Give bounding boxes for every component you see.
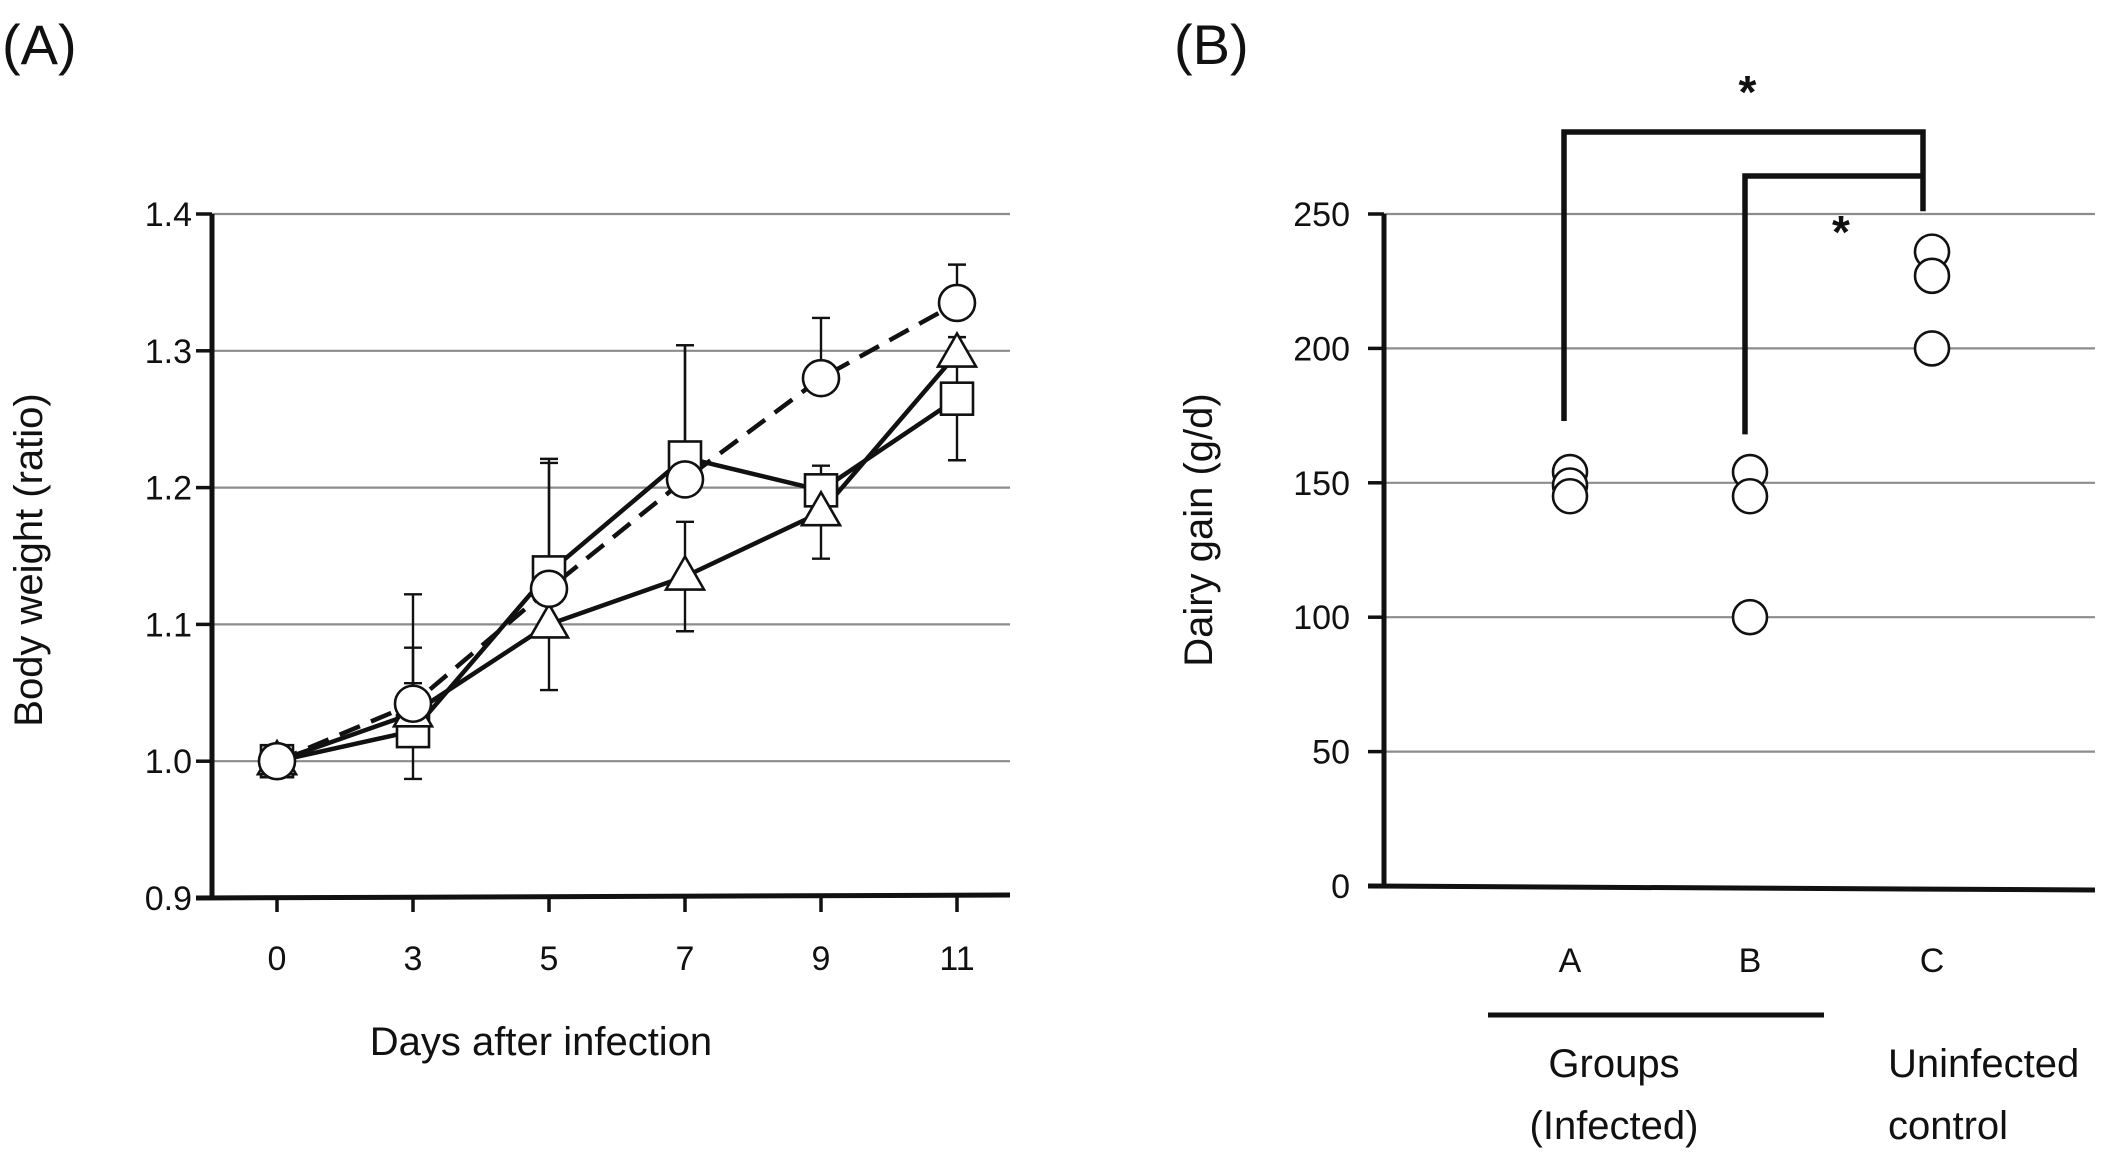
panel-a-triangle-marker xyxy=(935,330,979,368)
panel-b-y-tick-label: 50 xyxy=(1312,734,1350,772)
panel-a-circle-marker xyxy=(257,741,297,781)
panel-b-x-tick-label: B xyxy=(1739,942,1762,980)
panel-a-x-tick-labels: 0 3 5 7 9 11 xyxy=(268,940,975,978)
panel-a: (A) 0.9 1.0 1.1 1.2 1.3 1.4 0 3 5 7 9 11 Days afte… xyxy=(2,13,1011,1064)
panel-a-circle-marker xyxy=(529,569,569,609)
panel-a-y-tick-label: 1.2 xyxy=(145,470,192,508)
panel-a-series-lines xyxy=(276,300,959,764)
panel-b-y-tick-label: 150 xyxy=(1293,465,1350,503)
panel-b-point-c xyxy=(1913,330,1951,367)
panel-b-label: (B) xyxy=(1174,13,1249,76)
panel-b-point-b xyxy=(1731,477,1769,515)
panel-b-significance-brackets: ** xyxy=(1561,66,1926,435)
significance-bracket-a-c xyxy=(1561,129,1926,421)
panel-b-y-tick-label: 100 xyxy=(1293,599,1350,637)
panel-a-x-axis-title: Days after infection xyxy=(370,1020,712,1064)
panel-a-y-axis-title: Body weight (ratio) xyxy=(7,393,51,726)
panel-a-circle-marker xyxy=(801,358,841,398)
panel-b-point-c xyxy=(1913,257,1951,295)
panel-a-label: (A) xyxy=(2,13,77,76)
panel-b-group-labels: Groups (Infected) Uninfected control xyxy=(1488,1012,2079,1148)
panel-b-axes xyxy=(1367,212,2096,893)
panel-a-error-bars xyxy=(404,263,966,781)
panel-a-y-tick-labels: 0.9 1.0 1.1 1.2 1.3 1.4 xyxy=(145,196,192,918)
panel-a-markers xyxy=(255,283,979,781)
panel-b-y-tick-label: 200 xyxy=(1293,330,1350,368)
panel-a-circle-marker xyxy=(937,283,977,323)
significance-bracket-b-c xyxy=(1742,173,1923,435)
significance-star-b-c: * xyxy=(1832,206,1850,258)
panel-b-points xyxy=(1551,233,1951,636)
panel-a-x-tick-label: 7 xyxy=(676,940,695,978)
panel-a-y-tick-label: 1.0 xyxy=(145,743,192,781)
panel-b-y-axis-title: Dairy gain (g/d) xyxy=(1177,393,1221,666)
panel-b-x-tick-label: A xyxy=(1559,942,1582,980)
group-label-infected-line2: (Infected) xyxy=(1530,1104,1699,1148)
panel-a-x-tick-label: 11 xyxy=(939,940,974,978)
panel-a-y-tick-label: 1.3 xyxy=(145,333,192,371)
panel-a-circle-marker xyxy=(665,460,705,499)
panel-a-series-line-triangle xyxy=(276,352,959,764)
panel-a-y-tick-label: 0.9 xyxy=(145,880,192,918)
panel-a-x-tick-label: 5 xyxy=(540,940,559,978)
panel-a-x-axis xyxy=(195,892,1011,901)
panel-a-series-line-circle xyxy=(276,300,959,764)
group-label-control-line1: Uninfected xyxy=(1888,1042,2079,1086)
panel-a-series xyxy=(255,263,979,781)
panel-b-y-tick-label: 0 xyxy=(1331,868,1350,906)
panel-a-x-tick-label: 3 xyxy=(404,940,423,978)
panel-b-point-b xyxy=(1731,598,1769,636)
panel-a-triangle-marker xyxy=(527,601,571,639)
panel-a-series-line-square xyxy=(276,396,959,764)
significance-star-a-c: * xyxy=(1739,66,1757,118)
group-label-control-line2: control xyxy=(1888,1104,2008,1148)
panel-b-x-tick-labels: A B C xyxy=(1559,942,1945,980)
panel-a-y-tick-label: 1.4 xyxy=(145,196,192,234)
group-label-infected-line1: Groups xyxy=(1548,1042,1679,1086)
panel-a-square-marker xyxy=(939,381,975,416)
panel-a-gridlines xyxy=(212,212,1010,763)
panel-b-y-tick-label: 250 xyxy=(1293,196,1350,234)
panel-a-x-tick-label: 9 xyxy=(812,940,831,978)
panel-b-x-tick-label: C xyxy=(1920,942,1945,980)
panel-b-y-tick-labels: 0 50 100 150 200 250 xyxy=(1293,196,1350,906)
panel-b-point-a xyxy=(1551,477,1589,515)
panel-a-x-tick-label: 0 xyxy=(268,940,287,978)
panel-a-triangle-marker xyxy=(799,489,843,527)
panel-b-x-axis xyxy=(1367,883,2096,893)
panel-a-y-tick-label: 1.1 xyxy=(145,606,192,644)
panel-a-axes xyxy=(195,212,1011,912)
panel-a-circle-marker xyxy=(393,684,433,724)
panel-a-triangle-marker xyxy=(663,553,707,591)
